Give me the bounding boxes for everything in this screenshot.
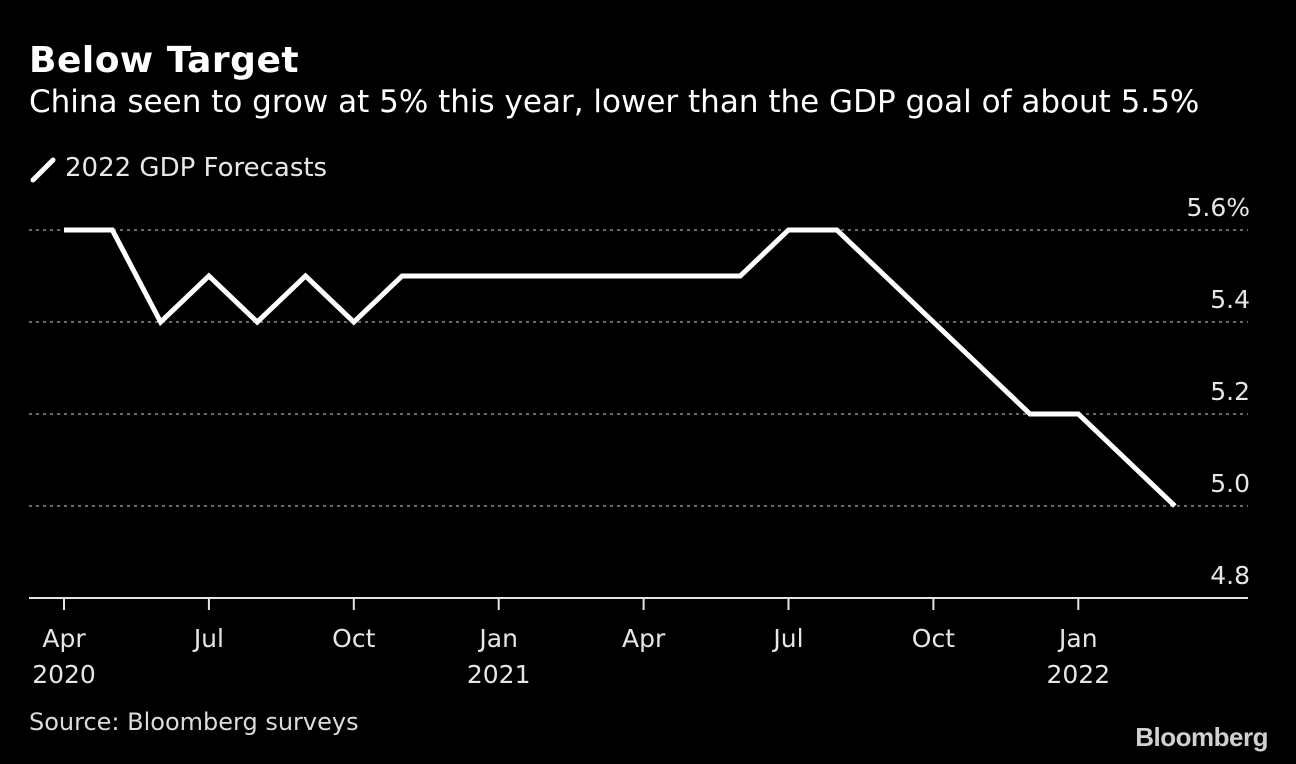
bloomberg-logo: Bloomberg: [1135, 722, 1268, 752]
x-tick-label: Oct: [912, 624, 955, 653]
y-tick-label: 5.2: [1210, 377, 1250, 406]
x-tick-label: Apr: [42, 624, 86, 653]
x-tick-label: Jan: [1057, 624, 1098, 653]
y-axis-labels: 5.6% 5.4 5.2 5.0 4.8: [1186, 193, 1250, 590]
x-tick-label: Jul: [771, 624, 803, 653]
x-axis: [29, 597, 1248, 610]
x-axis-labels: Apr 2020 Jul Oct Jan 2021 Apr Jul Oct Jan 2022: [32, 624, 1110, 689]
y-tick-label: 5.6%: [1186, 193, 1250, 222]
grid-layer: [29, 229, 1248, 507]
x-tick-year-label: 2020: [32, 660, 96, 689]
y-tick-label: 5.4: [1210, 285, 1250, 314]
x-tick-year-label: 2022: [1046, 660, 1110, 689]
chart-title: Below Target: [29, 40, 300, 81]
x-tick-label: Jul: [192, 624, 224, 653]
x-tick-label: Oct: [332, 624, 375, 653]
legend-line-icon: [30, 157, 56, 183]
x-tick-year-label: 2021: [467, 660, 531, 689]
legend-label: 2022 GDP Forecasts: [65, 153, 328, 183]
series-line-2022-gdp-forecasts: [64, 227, 1177, 508]
y-tick-label: 5.0: [1210, 469, 1250, 498]
x-tick-label: Jan: [477, 624, 518, 653]
source-note: Source: Bloomberg surveys: [29, 708, 359, 736]
x-tick-label: Apr: [622, 624, 666, 653]
chart-subtitle: China seen to grow at 5% this year, lowe…: [29, 84, 1200, 120]
legend: 2022 GDP Forecasts: [29, 150, 327, 186]
y-tick-label: 4.8: [1210, 561, 1250, 590]
